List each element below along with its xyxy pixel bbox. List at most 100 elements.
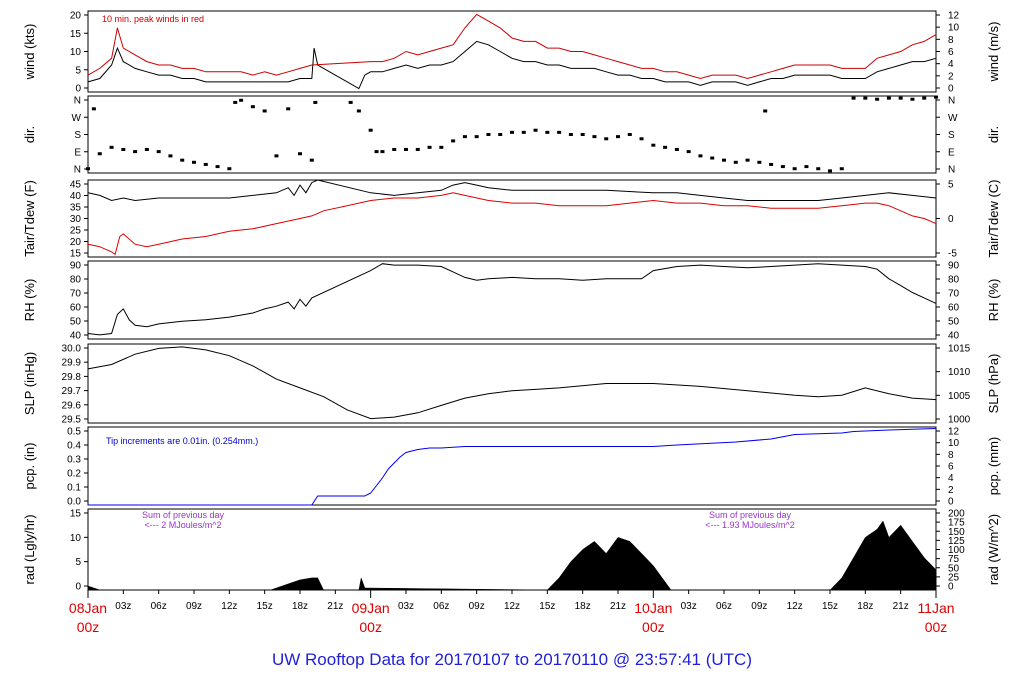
left-tick-label: 0.1 <box>67 483 81 494</box>
left-tick-label: 29.6 <box>62 400 82 411</box>
left-tick-label: 0.5 <box>67 427 81 438</box>
right-tick-label: 0 <box>948 214 954 225</box>
direction-point <box>474 135 479 139</box>
direction-point <box>262 109 267 113</box>
x-tick-label: 12z <box>787 601 803 612</box>
direction-point <box>233 100 238 104</box>
x-tick-label: 15z <box>257 601 273 612</box>
right-tick-label: 5 <box>948 180 954 191</box>
left-tick-label: 20 <box>70 11 82 22</box>
direction-point <box>698 154 703 158</box>
day-label-date: 09Jan <box>352 600 390 616</box>
ylabel-left-slp: SLP (inHg) <box>22 352 37 415</box>
right-tick-label: 75 <box>948 554 960 565</box>
direction-point <box>133 150 138 154</box>
series-RH <box>87 263 937 336</box>
left-tick-label: W <box>72 113 82 124</box>
right-tick-label: 125 <box>948 536 965 547</box>
ylabel-right-rh: RH (%) <box>986 279 1001 322</box>
direction-point <box>109 145 114 149</box>
left-tick-label: 60 <box>70 303 82 314</box>
left-tick-label: 40 <box>70 191 82 202</box>
right-tick-label: 4 <box>948 59 954 70</box>
right-tick-label: 1010 <box>948 367 971 378</box>
direction-point <box>192 160 196 164</box>
chart-title: UW Rooftop Data for 20170107 to 20170110… <box>271 650 752 669</box>
direction-point <box>616 135 620 139</box>
x-tick-label: 15z <box>822 601 838 612</box>
direction-point <box>604 137 609 141</box>
direction-point <box>568 133 573 136</box>
direction-point <box>374 150 379 154</box>
day-label-time: 00z <box>359 619 382 635</box>
left-tick-label: 25 <box>70 226 82 237</box>
left-tick-label: 0 <box>75 84 81 95</box>
left-tick-label: 45 <box>70 180 82 191</box>
left-tick-label: 10 <box>70 533 82 544</box>
direction-point <box>498 133 503 136</box>
direction-point <box>380 150 385 154</box>
right-tick-label: 80 <box>948 275 960 286</box>
right-tick-label: 25 <box>948 572 960 583</box>
x-tick-label: 09z <box>469 601 485 612</box>
direction-point <box>686 150 691 154</box>
series-pcp <box>88 428 937 506</box>
direction-point <box>180 158 185 162</box>
direction-point <box>156 150 161 154</box>
ylabel-left-pcp: pcp. (in) <box>22 443 37 490</box>
series-wind <box>87 40 937 90</box>
annotation-wind: 10 min. peak winds in red <box>102 14 204 24</box>
x-tick-label: 03z <box>398 601 414 612</box>
x-tick-label: 21z <box>893 601 909 612</box>
direction-point <box>763 109 768 113</box>
direction-point <box>934 95 938 99</box>
direction-point <box>215 165 220 169</box>
ylabel-right-slp: SLP (hPa) <box>986 354 1001 414</box>
direction-point <box>663 145 668 149</box>
right-tick-label: 8 <box>948 35 954 46</box>
right-tick-label: 200 <box>948 509 965 520</box>
direction-point <box>521 130 526 134</box>
direction-point <box>86 167 90 171</box>
direction-point <box>875 97 880 101</box>
direction-point <box>557 130 562 134</box>
panel-frame-wind <box>87 10 937 93</box>
direction-point <box>792 167 797 171</box>
left-tick-label: 10 <box>70 47 82 58</box>
annotation-rad: <--- 2 MJoules/m^2 <box>145 520 222 530</box>
right-tick-label: 12 <box>948 11 960 22</box>
direction-point <box>910 97 915 101</box>
x-tick-label: 18z <box>292 601 308 612</box>
direction-point <box>816 167 821 171</box>
direction-point <box>356 109 361 113</box>
left-tick-label: 40 <box>70 331 82 342</box>
left-tick-label: 30 <box>70 214 82 225</box>
day-label-date: 08Jan <box>69 600 107 616</box>
right-tick-label: 10 <box>948 438 960 449</box>
x-tick-label: 09z <box>186 601 202 612</box>
ylabel-right-wind: wind (m/s) <box>986 22 1001 83</box>
annotation-rad: <--- 1.93 MJoules/m^2 <box>705 520 795 530</box>
direction-point <box>97 152 102 156</box>
direction-point <box>710 156 715 160</box>
direction-point <box>851 96 856 100</box>
direction-point <box>639 137 644 141</box>
left-tick-label: 50 <box>70 317 82 328</box>
right-tick-label: 0 <box>948 84 954 95</box>
direction-point <box>168 154 173 158</box>
direction-point <box>239 98 244 102</box>
x-tick-label: 21z <box>610 601 626 612</box>
left-tick-label: 15 <box>70 29 82 40</box>
right-tick-label: 1000 <box>948 415 971 426</box>
direction-point <box>769 162 774 166</box>
left-tick-label: 0.2 <box>67 469 81 480</box>
direction-point <box>780 165 785 169</box>
direction-point <box>592 135 597 139</box>
left-tick-label: 15 <box>70 509 82 520</box>
direction-point <box>627 133 632 136</box>
direction-point <box>427 145 432 149</box>
right-tick-label: 8 <box>948 450 954 461</box>
direction-point <box>313 100 318 104</box>
direction-point <box>227 167 232 171</box>
